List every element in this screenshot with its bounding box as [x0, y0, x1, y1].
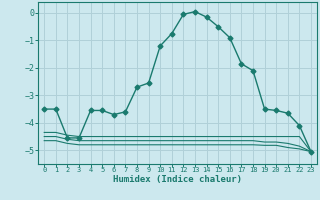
- X-axis label: Humidex (Indice chaleur): Humidex (Indice chaleur): [113, 175, 242, 184]
